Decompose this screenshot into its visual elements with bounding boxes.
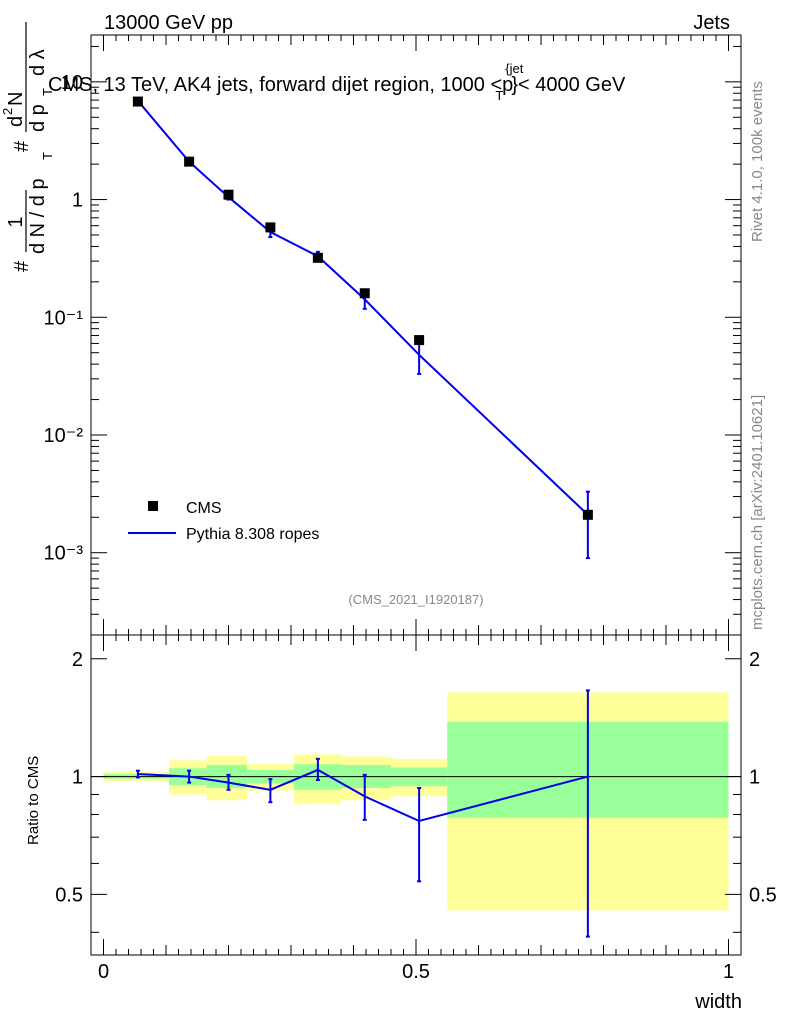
- main-plot-panel: 10⁻³ 10⁻² 10⁻¹ 1 10 (CMS_2021_I1920187) CMS,…: [0, 22, 742, 636]
- ylabel-dlambda: d λ: [27, 49, 49, 76]
- ratio-y-tick-label: 1: [72, 767, 83, 789]
- main-y-tick-label: 10⁻¹: [44, 307, 84, 329]
- ratio-uncertainty-bands: [103, 692, 729, 911]
- x-tick-label: 1: [723, 961, 734, 983]
- ratio-y-tick-label-right: 0.5: [749, 884, 777, 906]
- ylabel-t-sub-2: T: [40, 88, 55, 96]
- x-tick-label: 0.5: [402, 961, 430, 983]
- ratio-y-tick-label: 2: [72, 649, 83, 671]
- ylabel-one: 1: [5, 216, 27, 227]
- ratio-y-axis-label: Ratio to CMS: [25, 756, 42, 845]
- ylabel-dpt-2: d p: [27, 104, 49, 132]
- ylabel-hash-2: #: [11, 140, 33, 152]
- chart-title-main: CMS, 13 TeV, AK4 jets, forward dijet reg…: [48, 74, 513, 96]
- main-y-tick-label: 10⁻³: [44, 543, 84, 565]
- ylabel-dn-dpt: d N / d p: [27, 178, 49, 254]
- header-energy-label: 13000 GeV pp: [104, 12, 233, 34]
- chart-title-sub: T: [495, 88, 503, 103]
- main-y-axis-label: # 1 d N / d p T # d 2 N d p T d λ: [0, 22, 55, 272]
- main-y-tick-labels: 10⁻³ 10⁻² 10⁻¹ 1 10: [44, 72, 84, 565]
- ylabel-hash-1: #: [11, 260, 33, 272]
- ylabel-two: 2: [0, 108, 15, 115]
- cms-data-point: [582, 509, 593, 520]
- pythia-line: [137, 100, 589, 516]
- x-axis-label: width: [694, 991, 742, 1013]
- cms-data-point: [359, 288, 370, 299]
- ratio-y-tick-label-right: 1: [749, 767, 760, 789]
- main-y-tick-label: 1: [72, 190, 83, 212]
- legend-cms-marker: [148, 501, 158, 511]
- cms-data-point: [132, 96, 143, 107]
- cms-series: [132, 96, 593, 520]
- ylabel-n: N: [5, 92, 27, 106]
- legend-pythia-label: Pythia 8.308 ropes: [186, 526, 319, 543]
- analysis-watermark: (CMS_2021_I1920187): [348, 592, 483, 607]
- ratio-line: [137, 768, 589, 823]
- main-y-tick-label: 10⁻²: [44, 425, 84, 447]
- pythia-series: [135, 97, 590, 560]
- ratio-pythia-series: [135, 689, 590, 938]
- legend-cms-label: CMS: [186, 500, 222, 517]
- ratio-y-tick-label: 0.5: [55, 884, 83, 906]
- mcplots-label: mcplots.cern.ch [arXiv:2401.10621]: [749, 395, 766, 630]
- rivet-version-label: Rivet 4.1.0, 100k events: [749, 81, 766, 242]
- cms-data-point: [265, 222, 276, 233]
- ratio-y-tick-label-right: 2: [749, 649, 760, 671]
- main-axis-ticks: [91, 35, 741, 636]
- main-plot-frame: [90, 34, 742, 636]
- ylabel-d: d: [5, 116, 27, 127]
- chart-title-tail: }< 4000 GeV: [511, 74, 626, 96]
- ylabel-t-sub-1: T: [40, 152, 55, 160]
- cms-data-point: [184, 156, 195, 167]
- ratio-plot-panel: 0.5 0.51 12 2 0 0.5 1 Ratio to CMS width: [25, 634, 777, 1013]
- ratio-x-tick-labels: 0 0.5 1: [98, 961, 734, 983]
- header-category-label: Jets: [693, 12, 730, 34]
- chart-title: CMS, 13 TeV, AK4 jets, forward dijet reg…: [48, 61, 626, 103]
- x-tick-label: 0: [98, 961, 109, 983]
- cms-data-point: [223, 189, 234, 200]
- cms-data-point: [414, 335, 425, 346]
- main-y-tick-label: 10: [61, 72, 83, 94]
- legend: CMS Pythia 8.308 ropes: [128, 500, 319, 543]
- ratio-y-tick-labels: 0.5 0.5 1 1 2 2: [55, 649, 777, 907]
- chart-title-sup: {jet: [505, 61, 523, 76]
- ratio-axis-ticks: [91, 635, 741, 955]
- cms-data-point: [312, 252, 323, 263]
